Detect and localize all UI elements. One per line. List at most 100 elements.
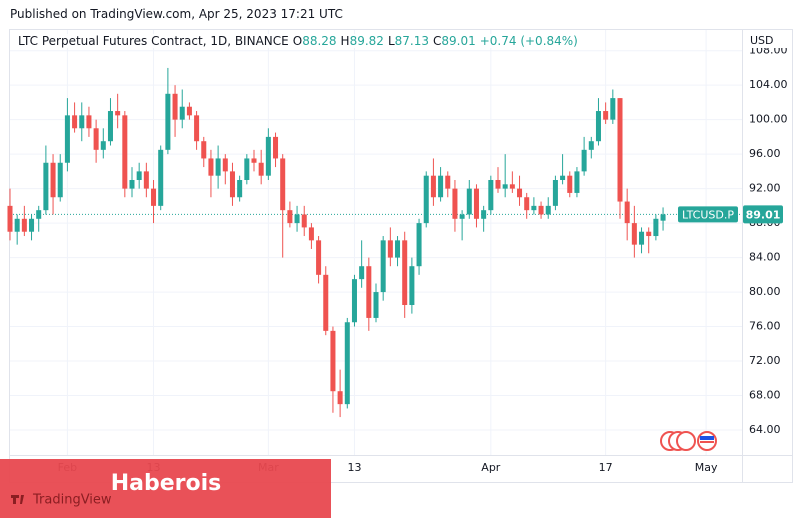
candle-body [545,205,551,215]
y-tick-label: 100.00 [749,113,788,126]
candle-body [610,98,616,120]
candle-body [308,227,314,241]
ohlc-label: L [387,34,395,48]
candle-body [373,292,379,318]
candle-body [323,274,329,331]
candle-body [316,240,322,275]
candle-body [452,188,458,219]
logo-text: TradingView [32,493,112,508]
candle-body [29,218,35,232]
candle-body [366,266,372,318]
flag-stripe [700,441,714,443]
candle-body [172,93,178,120]
candle-body [517,188,523,198]
candle-body [560,175,566,180]
candle-body [409,266,415,305]
candle-body [107,111,113,142]
candle-body [21,218,27,232]
candle-body [538,205,544,215]
candle-body [631,223,637,245]
candle-body [229,171,235,198]
candle-body [567,175,573,193]
currency-label: USD [750,34,774,47]
candle-body [194,115,200,142]
candle-body [165,93,171,150]
candle-body [416,223,422,267]
candle-body [14,218,20,232]
y-tick-label: 72.00 [749,354,781,367]
candle-body [143,171,149,189]
price-tag [743,205,783,224]
candle-body [115,111,121,116]
y-tick-label: 84.00 [749,251,781,264]
candle-body [186,106,192,116]
ohlc-label: O [292,34,303,48]
currency-bg [744,33,790,48]
y-tick-label: 80.00 [749,285,781,298]
candle-body [79,115,85,129]
candle-body [495,180,501,189]
symbol: LTC Perpetual Futures Contract, 1D, BINA… [18,34,289,48]
candles [7,67,666,418]
candle-body [43,162,49,211]
chart-frame [9,29,793,483]
symbol-tag [678,206,738,223]
ohlc-value: 87.13 [394,34,429,48]
candle-body [179,106,185,120]
candle-body [438,175,444,198]
candle-body [653,218,659,237]
candle-body [402,240,408,305]
candle-body [251,158,257,163]
candle-body [646,231,652,237]
candle-body [265,136,271,176]
candle-body [136,171,142,180]
x-tick-label: 13 [347,461,361,474]
x-tick-label: May [695,461,718,474]
y-tick-label: 104.00 [749,78,788,91]
ohlc: O88.28 H89.82 L87.13 C89.01 [293,34,476,48]
candle-body [445,175,451,189]
flag-icon[interactable] [676,431,696,451]
candle-body [294,214,300,224]
candle-body [639,231,645,245]
candle-body [330,330,336,392]
x-tick-label: Apr [481,461,501,474]
candle-body [93,128,99,150]
candle-body [158,149,164,206]
candle-body [481,210,487,219]
candle-body [244,158,250,180]
candle-body [337,391,343,405]
candle-body [552,180,558,206]
candle-body [301,214,307,228]
candle-body [72,115,78,129]
candle-body [36,210,42,219]
candle-body [574,171,580,193]
candle-body [466,188,472,215]
candle-body [151,188,157,206]
price-tag-text: 89.01 [746,208,781,221]
legend: LTC Perpetual Futures Contract, 1D, BINA… [18,34,578,48]
ohlc-item: L87.13 [388,34,429,48]
y-tick-label: 76.00 [749,320,781,333]
candle-body [581,149,587,172]
candle-body [423,175,429,224]
candle-body [258,162,264,176]
change: +0.74 (+0.84%) [479,34,578,48]
published: Published on TradingView.com, Apr 25, 20… [10,7,343,21]
candle-body [488,180,494,211]
ohlc-value: 88.28 [302,34,337,48]
candle-body [531,205,537,211]
candle-body [502,184,508,189]
candle-body [215,158,221,176]
candle-body [473,188,479,219]
ohlc-value: 89.01 [441,34,476,48]
candle-body [129,180,135,189]
candle-body [273,136,279,159]
candle-body [237,180,243,198]
y-tick-label: 96.00 [749,147,781,160]
watermark-box [0,459,331,518]
y-tick-label: 68.00 [749,389,781,402]
candle-body [617,98,623,202]
